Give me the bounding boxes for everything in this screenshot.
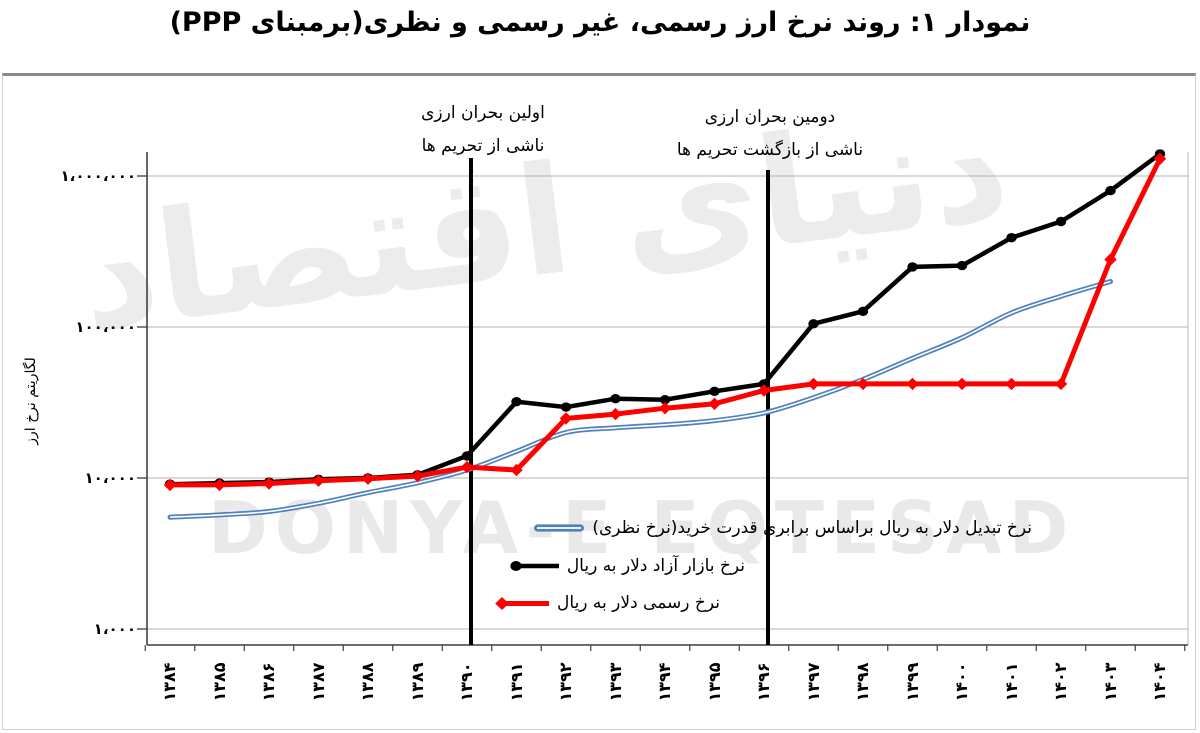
annotation-first-crisis-line1: اولین بحران ارزی [421, 103, 545, 123]
x-tick-label: ۱۳۹۵ [704, 662, 724, 702]
marker-diamond [757, 384, 771, 397]
marker-circle [560, 402, 572, 412]
x-tick-label: ۱۳۹۱ [506, 662, 526, 702]
y-tick-label: ۱۰،۰۰۰ [84, 469, 136, 487]
chart-title: نمودار ۱: روند نرخ ارز رسمی، غیر رسمی و … [169, 7, 1031, 38]
x-tick-label: ۱۳۹۴ [655, 662, 674, 702]
watermark-latin: DONYA-E EQTESAD [208, 486, 1076, 570]
legend-item-free-market-rate: نرخ بازار آزاد دلار به ریال [508, 556, 745, 576]
legend-line-sample-black [508, 559, 560, 573]
x-tick-label: ۱۳۹۲ [556, 662, 575, 702]
x-tick-label: ۱۴۰۴ [1150, 662, 1169, 702]
x-tick-label: ۱۳۸۸ [358, 662, 377, 702]
marker-diamond [510, 463, 523, 477]
marker-circle [956, 260, 968, 271]
marker-diamond [807, 377, 820, 391]
x-tick-label: ۱۳۸۵ [209, 662, 229, 702]
x-tick-label: ۱۳۸۷ [308, 662, 328, 702]
x-tick-label: ۱۳۸۶ [259, 662, 278, 702]
x-tick-label: ۱۳۹۷ [803, 662, 823, 702]
chart-border [2, 73, 1196, 730]
annotation-second-crisis-line2: ناشی از بازگشت تحریم ها [676, 140, 864, 160]
x-tick-label: ۱۴۰۲ [1051, 662, 1070, 702]
marker-diamond [708, 397, 721, 410]
x-tick-label: ۱۳۹۶ [754, 662, 773, 702]
marker-diamond [856, 377, 870, 391]
marker-diamond [906, 377, 919, 391]
marker-circle [659, 395, 671, 405]
marker-circle [461, 451, 473, 461]
marker-diamond [955, 377, 969, 391]
marker-diamond [658, 402, 672, 415]
marker-circle [758, 379, 770, 389]
annotation-second-crisis: دومین بحران ارزی ناشی از بازگشت تحریم ها [620, 101, 920, 167]
y-tick-label: ۱۰۰،۰۰۰ [75, 318, 136, 336]
x-tick-label: ۱۳۸۴ [160, 662, 179, 702]
legend-line-sample-red [494, 596, 550, 611]
y-tick-label: ۱،۰۰۰،۰۰۰ [60, 167, 136, 185]
marker-diamond [361, 472, 375, 485]
marker-diamond [559, 412, 573, 425]
marker-diamond [163, 478, 177, 492]
marker-circle [511, 397, 522, 407]
x-tick-label: ۱۳۹۰ [457, 662, 476, 702]
y-tick-label: ۱،۰۰۰ [93, 620, 136, 638]
marker-diamond [1104, 253, 1117, 266]
x-tick-label: ۱۴۰۰ [952, 662, 971, 702]
marker-diamond [460, 460, 474, 474]
marker-circle [808, 319, 819, 329]
x-tick-label: ۱۳۹۳ [605, 662, 625, 702]
y-axis-title: لگاریتم نرخ ارز [23, 357, 39, 445]
marker-circle [610, 394, 621, 404]
marker-circle [857, 306, 869, 316]
marker-diamond [609, 407, 622, 421]
legend-item-theoretical-rate: نرخ تبدیل دلار به ریال براساس برابری قدر… [533, 518, 1032, 538]
marker-circle [1055, 216, 1067, 227]
series-theoretical-inner [169, 280, 1111, 518]
legend-label-official-rate: نرخ رسمی دلار به ریال [557, 593, 720, 613]
marker-diamond [1153, 152, 1167, 165]
legend-line-sample-blue [533, 522, 585, 534]
x-tick-label: ۱۳۹۸ [853, 662, 872, 702]
legend-label-free-market-rate: نرخ بازار آزاد دلار به ریال [566, 556, 745, 576]
marker-circle [1006, 233, 1017, 243]
marker-circle [907, 262, 918, 272]
marker-diamond [411, 469, 424, 483]
x-tick-label: ۱۳۸۹ [407, 662, 427, 702]
annotation-first-crisis-line2: ناشی از تحریم ها [421, 136, 545, 156]
series-free-market-line [169, 152, 1162, 487]
annotation-second-crisis-line1: دومین بحران ارزی [704, 107, 836, 127]
marker-diamond [262, 477, 276, 490]
annotation-first-crisis: اولین بحران ارزی ناشی از تحریم ها [333, 97, 633, 163]
x-tick-label: ۱۴۰۱ [1001, 662, 1021, 702]
marker-circle [709, 386, 720, 396]
x-tick-label: ۱۴۰۳ [1100, 662, 1120, 702]
marker-diamond [312, 474, 325, 487]
legend-label-theoretical-rate: نرخ تبدیل دلار به ریال براساس برابری قدر… [592, 518, 1032, 538]
marker-circle [1105, 185, 1116, 196]
series-official-line [170, 157, 1163, 488]
x-tick-label: ۱۳۹۹ [902, 662, 922, 702]
marker-diamond [1005, 377, 1018, 391]
legend-item-official-rate: نرخ رسمی دلار به ریال [494, 593, 720, 613]
marker-diamond [213, 478, 226, 492]
marker-diamond [1054, 377, 1068, 391]
